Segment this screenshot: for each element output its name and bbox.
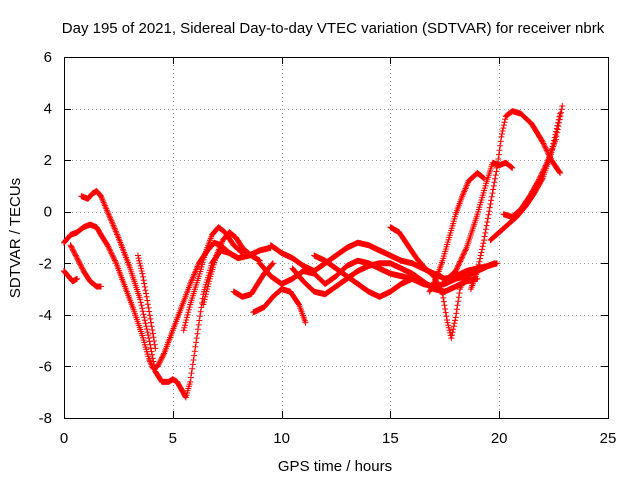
x-tick-label: 25	[600, 430, 617, 447]
series-arc-c	[67, 242, 104, 290]
chart-title: Day 195 of 2021, Sidereal Day-to-day VTE…	[62, 20, 605, 37]
x-tick-label: 5	[169, 430, 177, 447]
y-tick-label: -2	[39, 255, 52, 272]
x-tick-label: 10	[273, 430, 290, 447]
x-axis-label: GPS time / hours	[278, 458, 392, 475]
plus-markers	[180, 224, 246, 334]
plus-markers	[200, 229, 263, 308]
y-tick-label: -8	[39, 410, 52, 427]
plus-markers	[61, 268, 81, 285]
series-arc-n	[387, 224, 481, 342]
plot-frame	[64, 57, 609, 419]
series-arc-h	[230, 260, 276, 300]
x-tick-label: 20	[491, 430, 508, 447]
data-points	[61, 103, 566, 401]
series-arc-r	[487, 110, 564, 244]
plus-markers	[135, 252, 159, 352]
x-tick-labels: 0 5 10 15 20 25	[60, 430, 617, 447]
plus-markers	[250, 286, 309, 326]
plus-markers	[426, 170, 487, 295]
series-arc-j	[256, 257, 498, 290]
y-tick-label: 6	[44, 49, 52, 66]
plus-markers	[311, 252, 416, 300]
series-arc-i	[250, 286, 309, 326]
plus-markers	[289, 260, 481, 298]
series-arc-f	[180, 224, 246, 334]
x-tick-label: 15	[382, 430, 399, 447]
series-arc-e	[135, 252, 159, 352]
y-tick-label: 2	[44, 152, 52, 169]
plus-markers	[230, 260, 276, 300]
y-axis-label: SDTVAR / TECUs	[7, 178, 24, 298]
y-tick-label: -6	[39, 358, 52, 375]
series-arc-m	[311, 252, 416, 300]
grid	[64, 57, 608, 418]
plus-markers	[67, 242, 104, 290]
series-arc-l	[289, 260, 481, 298]
y-tick-label: 0	[44, 204, 52, 221]
series-arc-g	[200, 229, 263, 308]
series-arc-o	[426, 170, 487, 295]
ticks	[64, 57, 609, 419]
y-tick-labels: -8 -6 -4 -2 0 2 4 6	[39, 49, 52, 427]
y-tick-label: -4	[39, 307, 52, 324]
x-tick-label: 0	[60, 430, 68, 447]
plus-markers	[387, 224, 481, 342]
plus-markers	[256, 257, 498, 290]
series-arc-s	[500, 103, 566, 220]
plus-markers	[500, 103, 566, 220]
y-tick-label: 4	[44, 101, 52, 118]
series-arc-b	[61, 268, 81, 285]
plus-markers	[487, 110, 564, 244]
